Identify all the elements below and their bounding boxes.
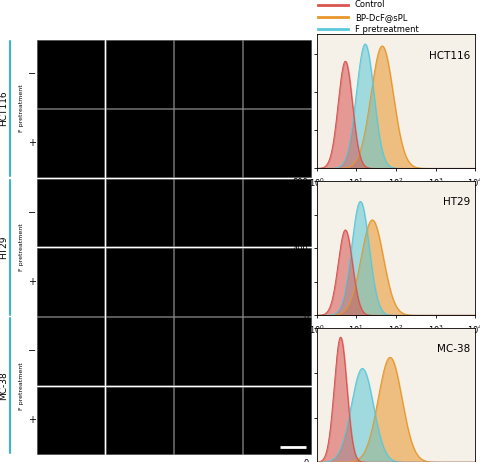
Bar (243, 317, 311, 385)
Bar (106, 387, 173, 454)
Text: F pretreatment: F pretreatment (19, 362, 24, 410)
Bar (174, 109, 242, 177)
Bar (243, 40, 311, 108)
Bar (106, 40, 173, 108)
Bar (37, 387, 104, 454)
Text: BP-DcF@sPL: BP-DcF@sPL (355, 12, 407, 22)
Text: +: + (28, 277, 36, 287)
Bar (174, 248, 242, 316)
Text: HT29: HT29 (443, 197, 470, 207)
Text: BP-DcF@sPL: BP-DcF@sPL (116, 6, 163, 15)
Bar (37, 317, 104, 385)
Bar (243, 248, 311, 316)
Bar (174, 40, 242, 108)
Text: +: + (28, 415, 36, 426)
Bar (243, 109, 311, 177)
Bar (37, 40, 104, 108)
Text: HCT116: HCT116 (429, 50, 470, 61)
Bar (174, 387, 242, 454)
Bar (243, 179, 311, 246)
Bar (106, 317, 173, 385)
Text: F pretreatment: F pretreatment (19, 85, 24, 133)
Text: HCT116: HCT116 (0, 91, 8, 127)
Text: −: − (28, 207, 36, 218)
X-axis label: FL1-H: FL1-H (382, 190, 410, 201)
Bar (174, 317, 242, 385)
Text: HT29: HT29 (0, 236, 8, 259)
Bar (37, 109, 104, 177)
Text: F pretreatment: F pretreatment (355, 25, 419, 34)
Text: MC-38: MC-38 (0, 371, 8, 400)
Bar (37, 248, 104, 316)
Text: Lysotracker
green: Lysotracker green (48, 6, 93, 25)
Bar (37, 179, 104, 246)
Text: Control: Control (355, 0, 385, 9)
Bar (243, 387, 311, 454)
Bar (106, 179, 173, 246)
Text: +: + (28, 138, 36, 148)
Text: −: − (28, 69, 36, 79)
X-axis label: FL1-H: FL1-H (382, 337, 410, 347)
Bar (174, 179, 242, 246)
Text: −: − (28, 346, 36, 356)
Text: MC-38: MC-38 (437, 344, 470, 354)
Bar (106, 109, 173, 177)
Text: F pretreatment: F pretreatment (19, 223, 24, 271)
Bar (106, 248, 173, 316)
Text: DAPI: DAPI (199, 6, 217, 15)
Text: Merged: Merged (263, 6, 291, 15)
